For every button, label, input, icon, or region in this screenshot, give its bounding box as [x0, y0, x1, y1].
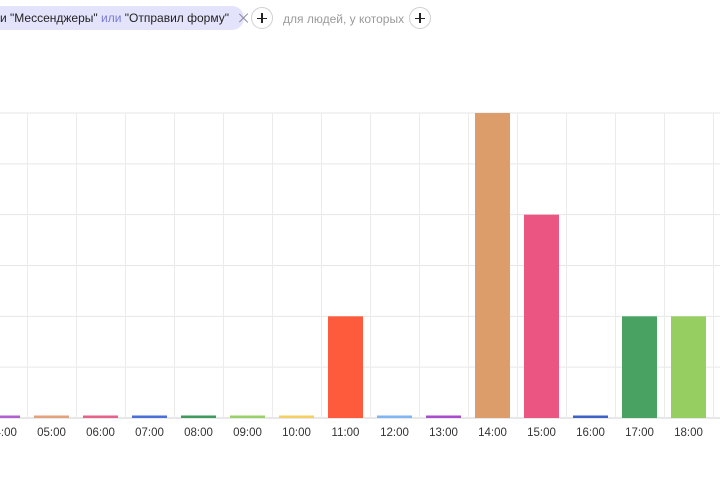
bar-06:00[interactable] [83, 415, 118, 419]
x-tick-label: 08:00 [184, 427, 213, 439]
bar-15:00[interactable] [524, 214, 559, 418]
bar-14:00[interactable] [475, 113, 510, 418]
add-condition-button[interactable] [251, 7, 273, 29]
bar-17:00[interactable] [622, 316, 657, 418]
filter-chip[interactable]: и "Мессенджеры" или "Отправил форму" [0, 6, 244, 30]
x-tick-label: 16:00 [576, 427, 605, 439]
x-tick-label: 05:00 [37, 427, 66, 439]
x-tick-label: 14:00 [478, 427, 507, 439]
x-tick-label: 12:00 [380, 427, 409, 439]
add-people-condition-hint: для людей, у которых [283, 12, 405, 26]
chart-x-labels: 04:00 05:00 06:00 07:00 08:00 09:00 10:00 11:00… [0, 427, 703, 439]
x-tick-label: 06:00 [86, 427, 115, 439]
bar-13:00[interactable] [426, 415, 461, 419]
chart-bars [0, 113, 706, 418]
x-tick-label: 10:00 [282, 427, 311, 439]
x-tick-label: 07:00 [135, 427, 164, 439]
x-tick-label: 13:00 [429, 427, 458, 439]
bar-11:00[interactable] [328, 316, 363, 418]
x-tick-label: 04:00 [0, 427, 17, 439]
bar-18:00[interactable] [671, 316, 706, 418]
bar-07:00[interactable] [132, 415, 167, 419]
bar-05:00[interactable] [34, 415, 69, 419]
x-tick-label: 09:00 [233, 427, 262, 439]
bar-08:00[interactable] [181, 415, 216, 419]
filter-condition-1: и "Мессенджеры" [0, 11, 98, 25]
bar-04:00[interactable] [0, 415, 20, 419]
add-people-condition-button[interactable] [409, 7, 431, 29]
segment-filter-bar: и "Мессенджеры" или "Отправил форму" для… [0, 4, 720, 32]
bar-12:00[interactable] [377, 415, 412, 419]
x-tick-label: 17:00 [625, 427, 654, 439]
bar-09:00[interactable] [230, 415, 265, 419]
filter-condition-2: "Отправил форму" [124, 11, 229, 25]
x-tick-label: 15:00 [527, 427, 556, 439]
x-tick-label: 11:00 [332, 427, 360, 439]
bar-10:00[interactable] [279, 415, 314, 419]
filter-operator: или [101, 11, 122, 25]
x-tick-label: 18:00 [674, 427, 703, 439]
bar-16:00[interactable] [573, 415, 608, 419]
